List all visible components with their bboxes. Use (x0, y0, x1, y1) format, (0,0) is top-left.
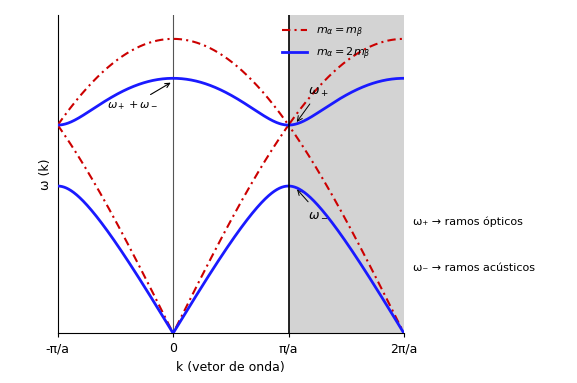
Text: $\omega_+$: $\omega_+$ (297, 86, 328, 121)
Text: $\omega_-$: $\omega_-$ (298, 190, 328, 220)
X-axis label: k (vetor de onda): k (vetor de onda) (177, 361, 285, 374)
Bar (288, 15, 404, 333)
Text: ω₊ → ramos ópticos: ω₊ → ramos ópticos (413, 217, 522, 228)
Legend: $m_{\alpha} = m_{\beta}$, $m_{\alpha} = 2m_{\beta}$: $m_{\alpha} = m_{\beta}$, $m_{\alpha} = … (278, 21, 374, 66)
Y-axis label: ω (k): ω (k) (39, 159, 52, 190)
Text: $\omega_+ + \omega_-$: $\omega_+ + \omega_-$ (107, 83, 170, 111)
Text: ω₋ → ramos acústicos: ω₋ → ramos acústicos (413, 263, 534, 273)
